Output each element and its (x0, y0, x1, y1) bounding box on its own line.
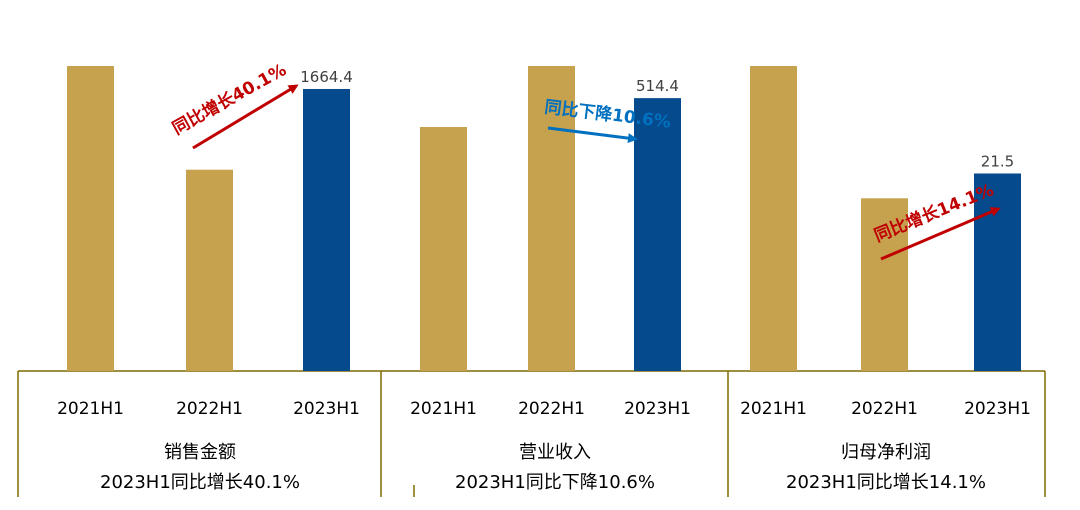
plot-area: 2021H1 2022H1 2023H1 1664.4 销售金额 2023H1同比增长40… (57, 59, 1031, 493)
bar-2-2021H1 (420, 127, 467, 371)
tick-label: 2023H1 (624, 399, 691, 419)
group-title: 归母净利润 (841, 442, 931, 463)
group-subtitle: 2023H1同比增长40.1% (100, 472, 300, 493)
group-subtitle: 2023H1同比下降10.6% (455, 472, 655, 493)
trend-arrow (547, 126, 638, 144)
group-title: 营业收入 (519, 442, 591, 463)
data-label: 1664.4 (300, 68, 353, 86)
bar-2-2022H1 (528, 66, 575, 371)
tick-label: 2021H1 (57, 399, 124, 419)
bar-2-2023H1 (634, 98, 681, 371)
tick-label: 2023H1 (964, 399, 1031, 419)
bar-1-2021H1 (67, 66, 114, 371)
tick-label: 2021H1 (410, 399, 477, 419)
trend-arrow (880, 207, 1001, 261)
trend-arrow (192, 84, 299, 150)
tick-label: 2022H1 (518, 399, 585, 419)
group-title: 销售金额 (164, 442, 236, 463)
bar-3-2023H1 (974, 173, 1021, 371)
bar-1-2022H1 (186, 169, 233, 371)
tick-label: 2022H1 (851, 399, 918, 419)
bar-3-2022H1 (861, 198, 908, 371)
tick-label: 2022H1 (176, 399, 243, 419)
group-subtitle: 2023H1同比增长14.1% (786, 472, 986, 493)
bar-1-2023H1 (303, 88, 350, 371)
bar-3-2021H1 (750, 66, 797, 371)
tick-label: 2021H1 (740, 399, 807, 419)
data-label: 514.4 (636, 77, 679, 95)
tick-label: 2023H1 (293, 399, 360, 419)
data-label: 21.5 (981, 152, 1014, 170)
